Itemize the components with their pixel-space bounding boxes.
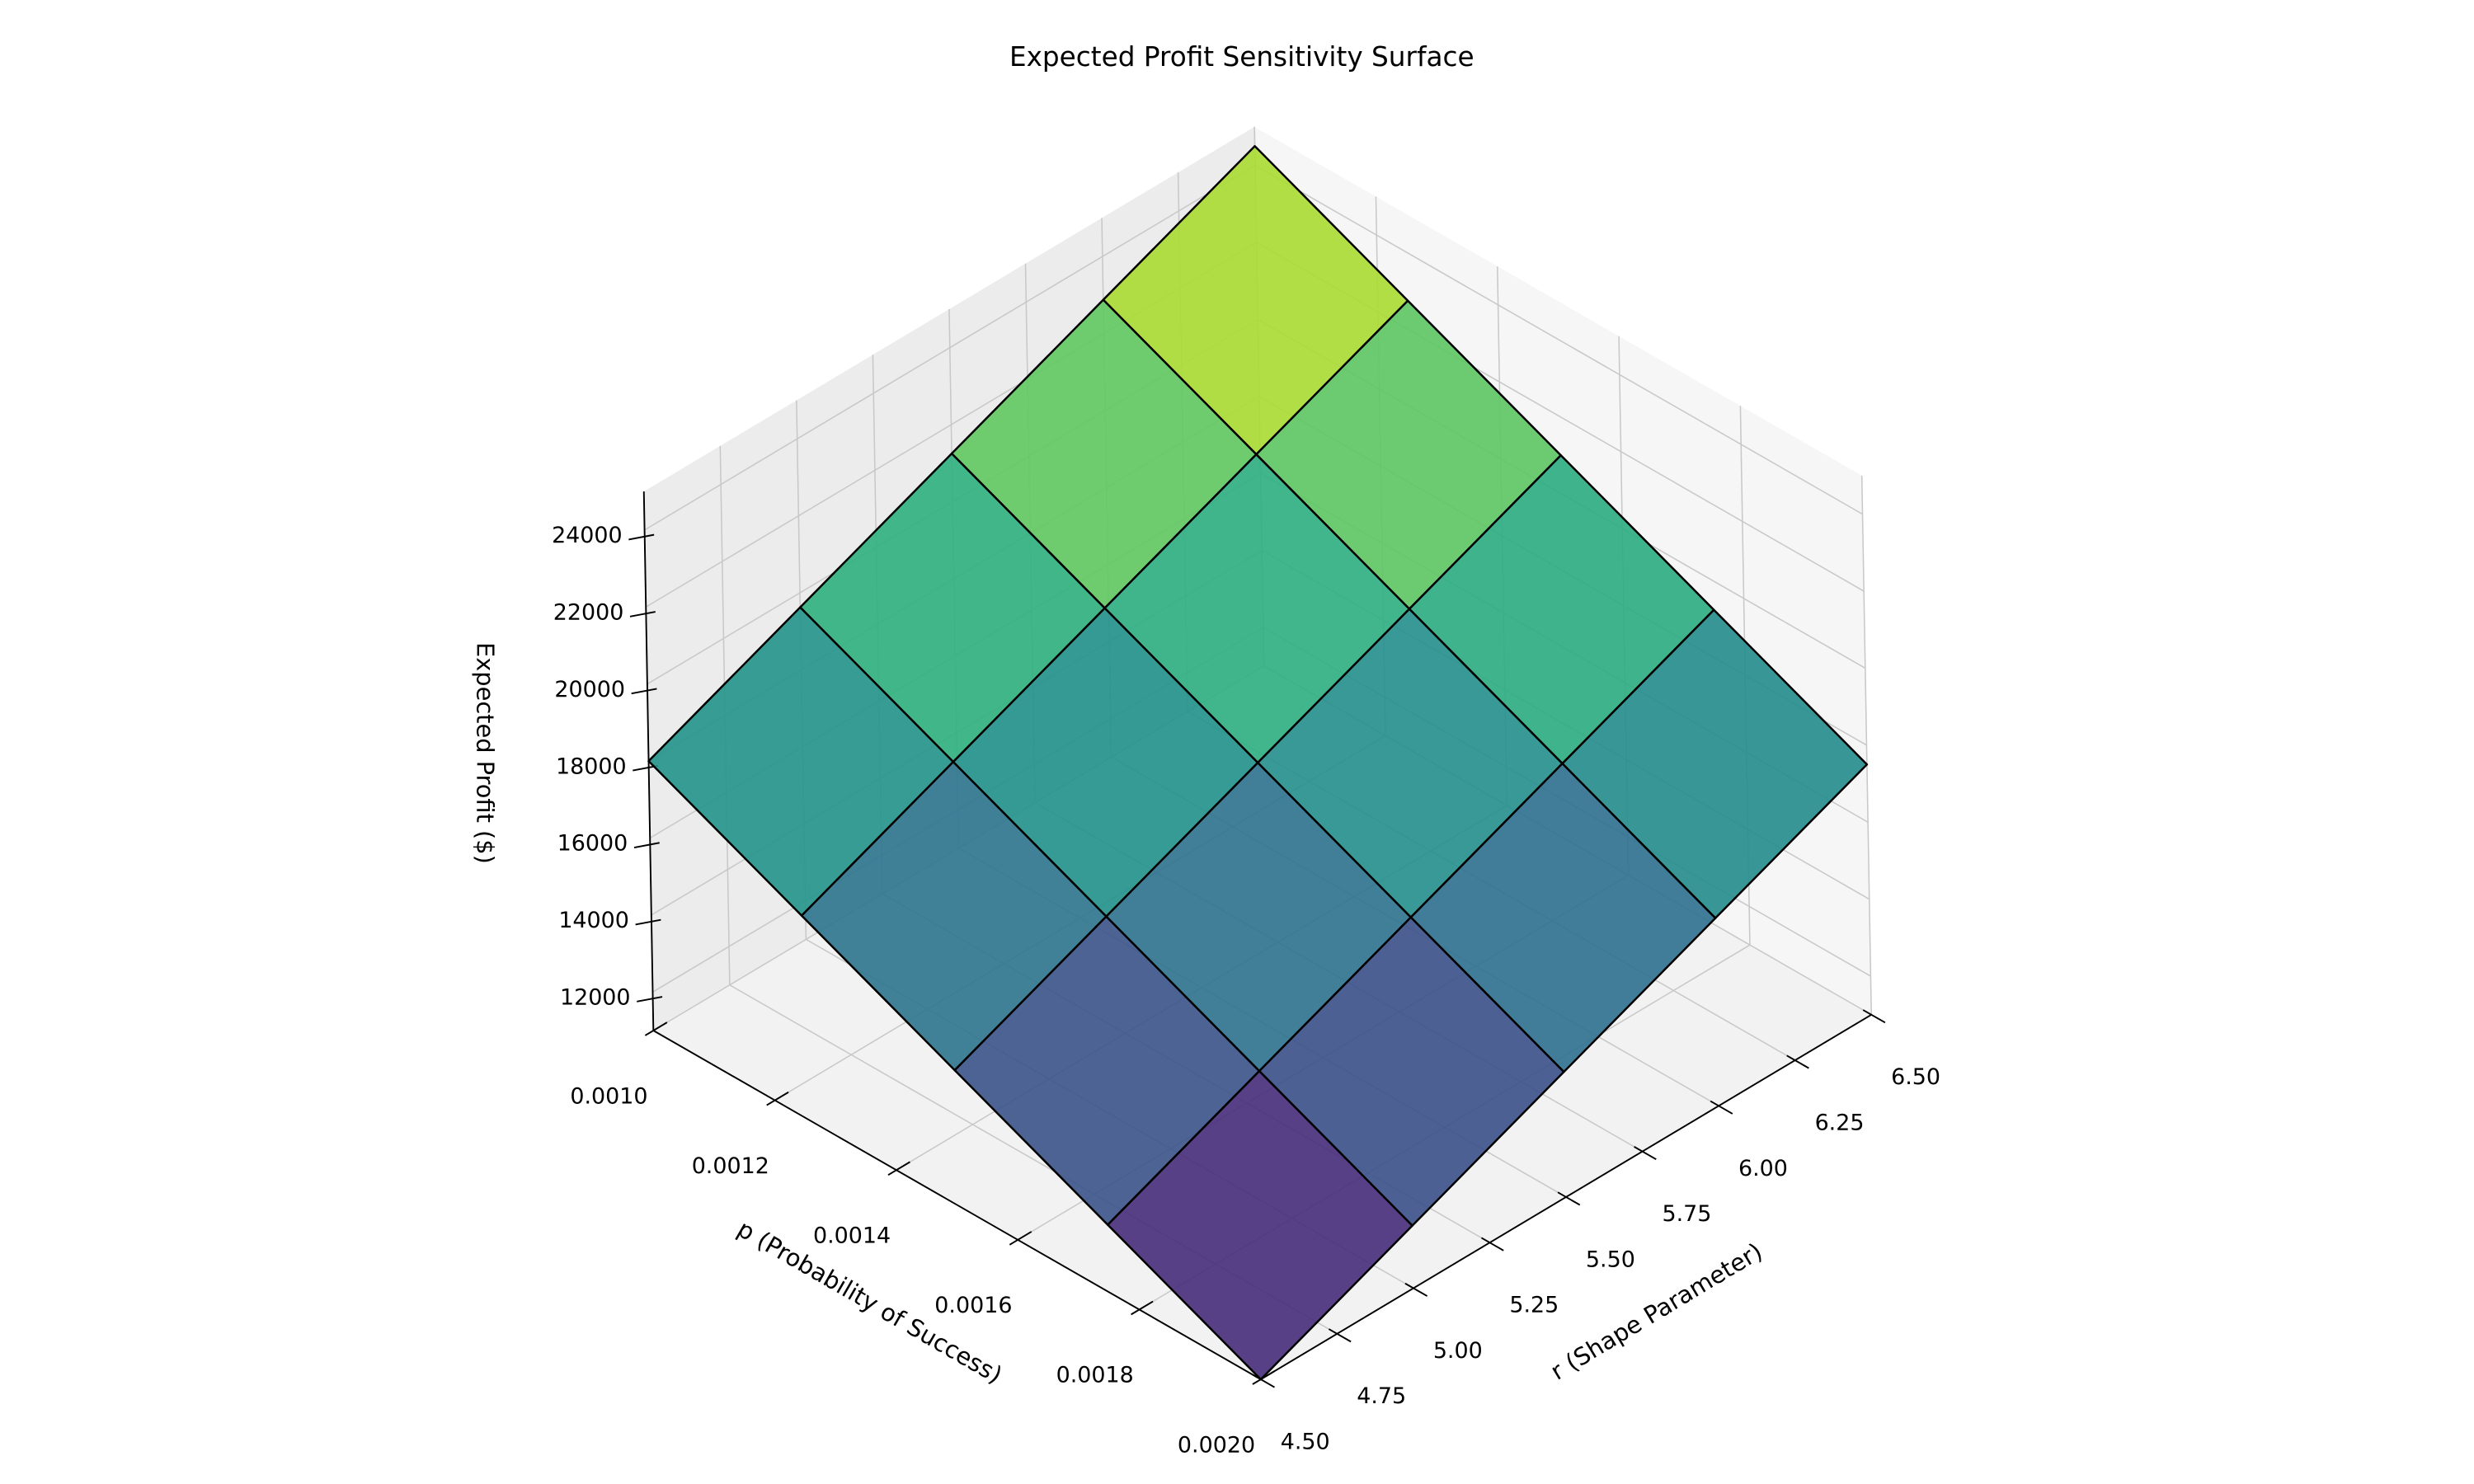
y-tick-label: 5.00 bbox=[1433, 1338, 1483, 1364]
y-tick-label: 5.25 bbox=[1509, 1293, 1559, 1318]
x-tick-label: 0.0010 bbox=[570, 1083, 647, 1109]
y-tick bbox=[1328, 1328, 1352, 1343]
z-tick bbox=[637, 996, 663, 1003]
y-tick bbox=[1710, 1100, 1733, 1115]
y-tick bbox=[1786, 1054, 1809, 1069]
z-tick-label: 16000 bbox=[557, 831, 628, 857]
z-tick bbox=[629, 611, 656, 618]
grid-line bbox=[1254, 164, 1863, 515]
y-tick-label: 6.25 bbox=[1815, 1110, 1865, 1135]
x-tick-label: 0.0016 bbox=[934, 1293, 1012, 1318]
y-tick bbox=[1481, 1237, 1504, 1252]
z-tick bbox=[633, 842, 660, 848]
axis-line bbox=[1260, 1013, 1872, 1380]
z-axis-label: Expected Profit ($) bbox=[472, 642, 500, 864]
x-tick-label: 0.0020 bbox=[1178, 1432, 1255, 1458]
z-tick bbox=[628, 533, 655, 541]
z-tick bbox=[635, 918, 661, 926]
z-tick-label: 18000 bbox=[556, 754, 627, 779]
y-tick-label: 4.50 bbox=[1281, 1430, 1330, 1455]
axis-line bbox=[652, 1030, 1262, 1380]
surface-patch bbox=[1107, 1069, 1413, 1381]
x-tick bbox=[1009, 1231, 1032, 1246]
z-tick-label: 20000 bbox=[554, 677, 625, 702]
y-tick bbox=[1404, 1282, 1428, 1297]
z-tick-label: 22000 bbox=[553, 599, 624, 625]
y-tick-label: 5.50 bbox=[1586, 1247, 1635, 1272]
y-tick-label: 4.75 bbox=[1357, 1383, 1406, 1409]
y-tick-label: 6.50 bbox=[1891, 1064, 1940, 1090]
z-tick-label: 24000 bbox=[552, 523, 623, 548]
x-tick bbox=[766, 1091, 789, 1106]
x-tick bbox=[644, 1021, 668, 1036]
x-tick bbox=[887, 1161, 910, 1176]
y-tick-label: 5.75 bbox=[1662, 1201, 1711, 1227]
z-tick bbox=[631, 688, 657, 695]
x-tick-label: 0.0018 bbox=[1056, 1363, 1134, 1388]
y-tick bbox=[1557, 1191, 1581, 1206]
x-tick-label: 0.0014 bbox=[813, 1223, 891, 1249]
y-tick bbox=[1862, 1009, 1886, 1024]
y-tick bbox=[1634, 1146, 1657, 1161]
grid-line bbox=[644, 164, 1256, 531]
z-tick-label: 12000 bbox=[560, 984, 631, 1010]
chart-title: Expected Profit Sensitivity Surface bbox=[1009, 41, 1475, 73]
x-tick bbox=[1131, 1300, 1154, 1316]
y-tick-label: 6.00 bbox=[1738, 1156, 1788, 1181]
x-tick-label: 0.0012 bbox=[692, 1153, 769, 1179]
z-tick-label: 14000 bbox=[558, 908, 629, 933]
